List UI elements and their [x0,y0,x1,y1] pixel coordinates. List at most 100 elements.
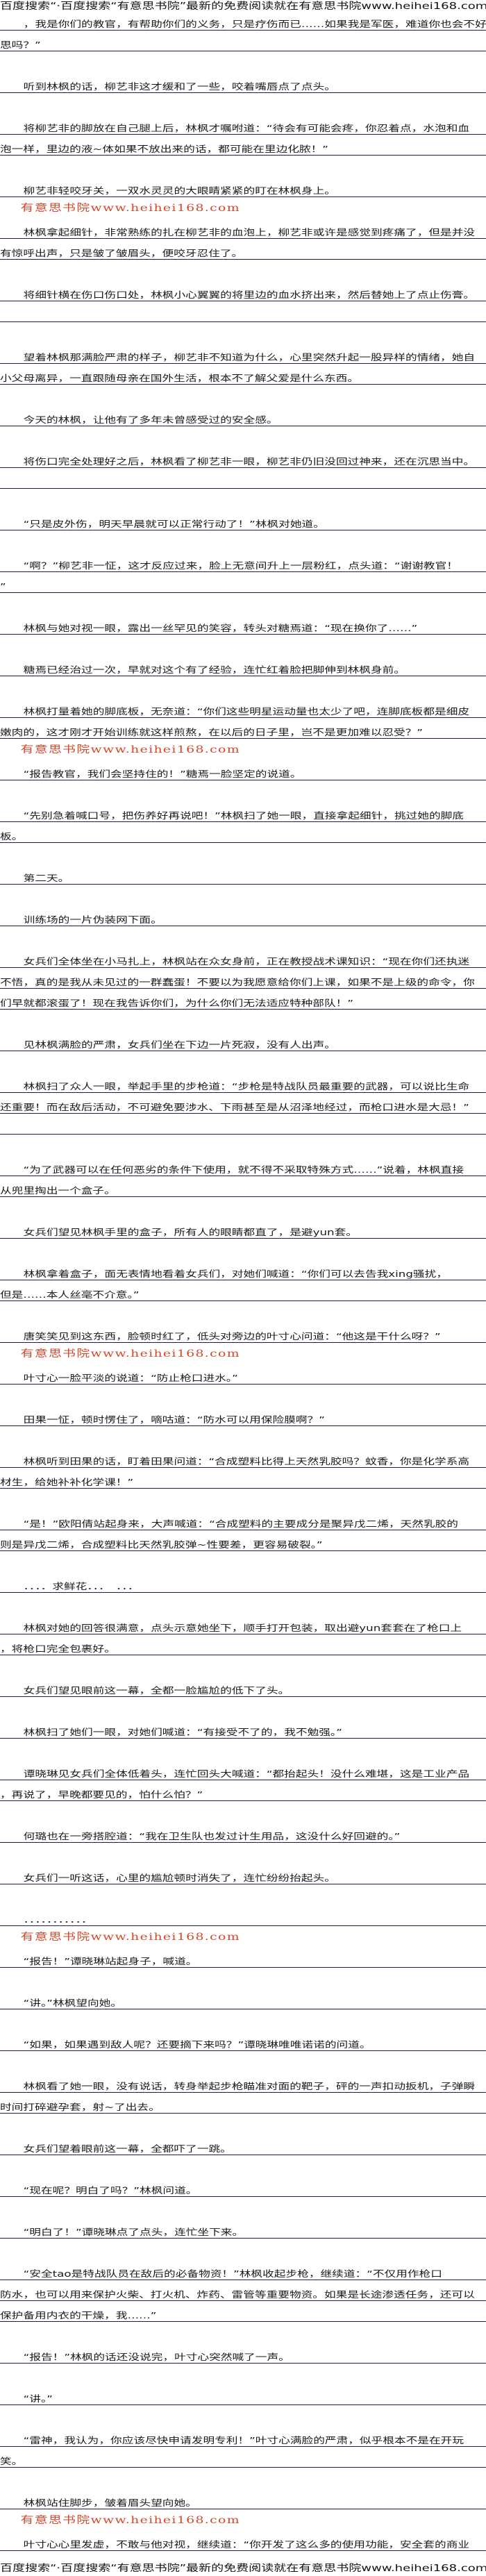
line-text: 不悟，真的是我从未见过的一群蠢蛋！不要以为我愿意给你们上课，如果不是上级的命令，… [0,977,475,987]
text-line: 材生，给她补补化学课！” [0,1468,486,1489]
text-line: 见林枫满脸的严肃，女兵们坐在下边一片死寂，没有人出声。 [0,1030,486,1051]
text-line: ，再说了，早晚都要见的，怕什么怕？” [0,1780,486,1801]
text-line: 林枫打量着她的脚底板，无奈道：“你们这些明星运动量也太少了吧，连脚底板都是细皮 [0,697,486,718]
line-text: ．．．．．．．．．．． [23,1914,93,1925]
paragraph: “现在呢？明白了吗？”林枫问道。 [0,2176,486,2197]
paragraph: “为了武器可以在任何恶劣的条件下使用，就不得不采取特殊方式……”说着，林枫直接从… [0,1155,486,1197]
text-line: “是！”欧阳倩站起身来，大声喊道：“合成塑料的主要成分是聚异戊二烯，天然乳胶的 [0,1509,486,1530]
text-line: 思吗？” [0,31,486,51]
paragraph: “讲。” [0,2384,486,2405]
text-line: 谭晓琳见女兵们全体低着头，连忙回头大喊道：“都抬起头！没什么难堪，这是工业产品 [0,1759,486,1780]
paragraph: 糖焉已经治过一次，早就对这个有了经验，连忙红着脸把脚伸到林枫身前。 [0,655,486,676]
watermark-logo: 有意思书院www.heihei168.com [20,203,240,214]
paragraph: 女兵们望见眼前这一幕，全都一脸尴尬的低下了头。 [0,1676,486,1697]
text-line: 女兵们望见林枫手里的盒子，所有人的眼睛都直了，是避yun套。 [0,1218,486,1239]
text-line: 女兵们望着眼前这一幕，全都吓了一跳。 [0,2134,486,2155]
line-text: 训练场的一片伪装网下面。 [23,914,162,925]
paragraph: ，我是你们的教官，有帮助你们的义务，只是疗伤而已……如果我是军医，难道你也会不好… [0,10,486,51]
line-text: 望着林枫那满脸严肃的样子，柳艺非不知道为什么，心里突然升起一股异样的情绪，她自 [23,352,476,362]
watermark-row: 有意思书院www.heihei168.com [0,2509,486,2530]
text-line: 从兜里掏出一个盒子。 [0,1176,486,1197]
text-line: 林枫与她对视一眼，露出一丝罕见的笑容，转头对糖焉道：“现在换你了……” [0,614,486,635]
line-text: “报告教官，我们会坚持住的！”糖焉一脸坚定的说道。 [23,769,302,779]
paragraph: “明白了！”谭晓琳点了点头，连忙坐下来。 [0,2218,486,2239]
watermark-logo: 有意思书院www.heihei168.com [20,744,240,755]
site-header-banner: 百度搜索“·百度搜索“有意思书院”最新的免费阅读就在有意思书院www.heihe… [0,1,486,12]
text-line: ，我是你们的教官，有帮助你们的义务，只是疗伤而已……如果我是军医，难道你也会不好… [0,10,486,31]
text-line: 望着林枫那满脸严肃的样子，柳艺非不知道为什么，心里突然升起一股异样的情绪，她自 [0,343,486,364]
line-text: 今天的林枫，让他有了多年未曾感受过的安全感。 [23,415,278,425]
paragraph: “只是皮外伤，明天早晨就可以正常行动了！”林枫对她道。 [0,510,486,530]
paragraph: ．．．．求鲜花．．． ．．． [0,1572,486,1593]
text-line: “讲。”林枫望向她。 [0,1989,486,2009]
line-text: “是！”欧阳倩站起身来，大声喊道：“合成塑料的主要成分是聚异戊二烯，天然乳胶的 [23,1519,458,1529]
line-text: “如果，如果遇到敌人呢？还要摘下来吗？”谭晓琳唯唯诺诺的问道。 [23,2039,371,2050]
paragraph: “安全tao是特战队员在敌后的必备物资！”林枫收起步枪，继续道：“不仅用作枪口防… [0,2259,486,2322]
site-footer-banner: 百度搜索“·百度搜索“有意思书院”最新的免费阅读就在有意思书院www.heihe… [0,2564,486,2574]
text-line: 将伤口完全处理好之后，林枫看了柳艺非一眼，柳艺非仍旧没回过神来，还在沉思当中。 [0,447,486,468]
text-line: “现在呢？明白了吗？”林枫问道。 [0,2176,486,2197]
line-text: 林枫与她对视一眼，露出一丝罕见的笑容，转头对糖焉道：“现在换你了……” [23,623,418,633]
watermark-row: 有意思书院www.heihei168.com [0,739,486,760]
line-text: “报告！”林枫的话还没说完，叶寸心突然喊了一声。 [23,2352,290,2362]
paragraph: 叶寸心一脸平淡的说道：“防止枪口进水。” [0,1364,486,1385]
line-text: 林枫看了她一眼，没有说话，转身举起步枪瞄准对面的靶子，砰的一声扣动扳机，子弹瞬 [23,2081,476,2091]
paragraph: “报告教官，我们会坚持住的！”糖焉一脸坚定的说道。 [0,760,486,780]
text-line: 有惊呼出声，只是皱了皱眉头，便咬牙忍住了。 [0,239,486,260]
paragraph: 女兵们全体坐在小马扎上，林枫站在众女身前，正在教授战术课知识：“现在你们还执迷不… [0,947,486,1010]
watermark-logo: 有意思书院www.heihei168.com [20,1348,240,1360]
paragraph: 听到林枫的话，柳艺非这才缓和了一些，咬着嘴唇点了点头。 [0,72,486,93]
paragraph: 何璐也在一旁搭腔道：“我在卫生队也发过计生用品，这没什么好回避的。” [0,1822,486,1843]
line-text: “讲。” [23,2393,53,2404]
text-line: 叶寸心一脸平淡的说道：“防止枪口进水。” [0,1364,486,1385]
text-line: 听到林枫的话，柳艺非这才缓和了一些，咬着嘴唇点了点头。 [0,72,486,93]
line-text: “讲。”林枫望向她。 [23,1998,123,2008]
line-text: 板。 [0,831,24,842]
line-text: 小父母离异，一直跟随母亲在国外生活，根本不了解父爱是什么东西。 [0,373,360,383]
text-line: 林枫听到田果的话，盯着田果问道：“合成塑料比得上天然乳胶吗？蚊香，你是化学系高 [0,1447,486,1468]
line-text: 糖焉已经治过一次，早就对这个有了经验，连忙红着脸把脚伸到林枫身前。 [23,664,406,675]
paragraph: 训练场的一片伪装网下面。 [0,905,486,926]
paragraph: 望着林枫那满脸严肃的样子，柳艺非不知道为什么，心里突然升起一股异样的情绪，她自小… [0,343,486,385]
line-text: 林枫站住脚步，皱着眉头望向她。 [23,2498,197,2508]
text-line: ．．．．求鲜花．．． ．．． [0,1572,486,1593]
text-line: ” [0,572,486,593]
line-text: 女兵们望见眼前这一幕，全都一脸尴尬的低下了头。 [23,1685,290,1696]
line-text: 保护备用内衣的干燥，我……” [0,2310,157,2320]
line-text: 将细针横在伤口伤口处，林枫小心翼翼的将里边的血水挤出来，然后替她上了点止伤膏。 [23,290,476,300]
text-line: 林枫扫了她们一眼，对她们喊道：“有接受不了的，我不勉强。” [0,1718,486,1739]
text-line [0,468,486,489]
watermark-logo: 有意思书院www.heihei168.com [20,2515,240,2526]
line-text: 林枫拿着盒子，面无表情地看着女兵们，对她们喊道：“你们可以去告我xing骚扰， [23,1269,449,1279]
text-line: ，将枪口完全包裹好。 [0,1634,486,1655]
line-text: “只是皮外伤，明天早晨就可以正常行动了！”林枫对她道。 [23,519,325,529]
line-text: 林枫扫了她们一眼，对她们喊道：“有接受不了的，我不勉强。” [23,1727,342,1737]
paragraph: 女兵们一听这话，心里的尴尬顿时消失了，连忙纷纷抬起头。 [0,1864,486,1884]
text-line: 田果一怔，顿时愣住了，嘀咕道：“防水可以用保险膜啊？” [0,1405,486,1426]
paragraph: ．．．．．．．．．．． [0,1905,486,1926]
text-line: 们早就都滚蛋了！现在我告诉你们，为什么你们无法适应特种部队！” [0,989,486,1010]
paragraph: 将伤口完全处理好之后，林枫看了柳艺非一眼，柳艺非仍旧没回过神来，还在沉思当中。 [0,447,486,489]
paragraph: 林枫看了她一眼，没有说话，转身举起步枪瞄准对面的靶子，砰的一声扣动扳机，子弹瞬时… [0,2072,486,2114]
text-line: “雷神，我认为，你应该尽快申请发明专利！”叶寸心满脸的严肃，似乎根本不是在开玩 [0,2426,486,2447]
paragraph: “是！”欧阳倩站起身来，大声喊道：“合成塑料的主要成分是聚异戊二烯，天然乳胶的则… [0,1509,486,1551]
text-line: 女兵们全体坐在小马扎上，林枫站在众女身前，正在教授战术课知识：“现在你们还执迷 [0,947,486,968]
line-text: 女兵们一听这话，心里的尴尬顿时消失了，连忙纷纷抬起头。 [23,1873,336,1883]
text-line: 训练场的一片伪装网下面。 [0,905,486,926]
paragraph: 林枫扫了她们一眼，对她们喊道：“有接受不了的，我不勉强。” [0,1718,486,1739]
line-text: 笑。 [0,2456,24,2466]
line-text: “现在呢？明白了吗？”林枫问道。 [23,2185,198,2196]
paragraph: “讲。”林枫望向她。 [0,1989,486,2009]
text-line: 则是异戊二烯，合成塑料比天然乳胶弹~性要差，更容易破裂。” [0,1530,486,1551]
text-line: 将细针横在伤口伤口处，林枫小心翼翼的将里边的血水挤出来，然后替她上了点止伤膏。 [0,281,486,301]
text-line: 林枫看了她一眼，没有说话，转身举起步枪瞄准对面的靶子，砰的一声扣动扳机，子弹瞬 [0,2072,486,2093]
text-line: “报告！”林枫的话还没说完，叶寸心突然喊了一声。 [0,2343,486,2364]
paragraph: 林枫听到田果的话，盯着田果问道：“合成塑料比得上天然乳胶吗？蚊香，你是化学系高材… [0,1447,486,1489]
paragraph: “啊？”柳艺非一怔，这才反应过来，脸上无意间升上一层粉红，点头道：“谢谢教官！ ” [0,551,486,593]
line-text: 林枫打量着她的脚底板，无奈道：“你们这些明星运动量也太少了吧，连脚底板都是细皮 [23,706,470,717]
paragraph: “报告！”谭晓琳站起身子，喊道。 [0,1947,486,1968]
text-line: 女兵们一听这话，心里的尴尬顿时消失了，连忙纷纷抬起头。 [0,1864,486,1884]
text-line: 林枫扫了众人一眼，举起手里的步枪道：“步枪是特战队员最重要的武器，可以说比生命 [0,1072,486,1093]
text-line: 唐笑笑见到这东西，脸顿时红了，低头对旁边的叶寸心问道：“他这是干什么呀？” [0,1322,486,1343]
line-text: 田果一怔，顿时愣住了，嘀咕道：“防水可以用保险膜啊？” [23,1414,325,1425]
